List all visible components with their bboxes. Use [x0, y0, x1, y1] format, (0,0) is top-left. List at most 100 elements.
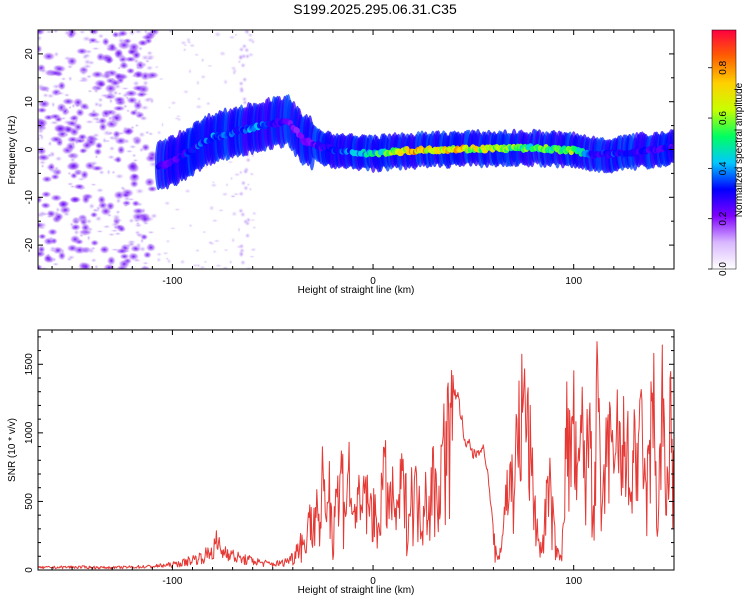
noise-blob	[94, 154, 99, 159]
noise-blob	[125, 161, 139, 172]
noise-blob	[53, 30, 59, 34]
noise-blob	[131, 84, 145, 92]
noise-blob	[38, 233, 47, 240]
noise-blob	[200, 74, 207, 80]
noise-blob	[38, 133, 44, 138]
noise-blob	[249, 172, 255, 177]
noise-blob	[117, 30, 129, 38]
noise-blob	[146, 50, 154, 56]
noise-blob	[251, 211, 257, 216]
noise-blob	[107, 232, 116, 237]
noise-blob	[170, 100, 177, 106]
noise-blob	[112, 224, 119, 230]
noise-blob	[48, 167, 55, 172]
noise-blob	[99, 93, 109, 98]
noise-blob	[232, 70, 237, 76]
noise-blob	[238, 169, 244, 176]
y-tick-label: 20	[24, 48, 35, 60]
noise-blob	[131, 153, 137, 158]
x-tick-label: 100	[565, 576, 582, 587]
noise-blob	[107, 92, 115, 98]
y-tick-label: 0	[24, 146, 35, 152]
noise-blob	[239, 259, 246, 266]
noise-blob	[124, 243, 133, 249]
snr-x-ticks: -100 0 100	[51, 330, 675, 587]
noise-blob	[238, 87, 245, 94]
noise-blob	[57, 250, 67, 261]
noise-blob	[243, 30, 250, 35]
noise-blob	[118, 259, 130, 269]
colorbar-gradient	[711, 29, 737, 270]
noise-blob	[95, 229, 104, 233]
x-tick-label: -100	[162, 276, 182, 287]
noise-blob	[133, 58, 140, 64]
noise-blob	[49, 135, 63, 144]
noise-blob	[106, 255, 116, 266]
noise-blob	[210, 182, 218, 188]
noise-blob	[234, 32, 238, 37]
noise-blob	[66, 56, 78, 67]
noise-blob	[134, 123, 140, 128]
noise-blob	[113, 231, 122, 236]
noise-blob	[97, 195, 107, 205]
noise-blob	[70, 223, 82, 231]
noise-blob	[94, 264, 99, 269]
noise-blob	[113, 83, 122, 90]
noise-blob	[182, 89, 190, 95]
noise-blob	[230, 65, 237, 71]
noise-blob	[244, 232, 251, 239]
noise-blob	[38, 250, 46, 258]
noise-blob	[132, 257, 142, 263]
noise-blob	[88, 30, 100, 36]
noise-blob	[158, 77, 165, 81]
noise-blob	[40, 163, 45, 169]
noise-blob	[213, 239, 221, 243]
noise-blob	[43, 253, 53, 263]
noise-blob	[132, 100, 144, 111]
noise-blob	[143, 30, 149, 35]
noise-blob	[113, 190, 126, 200]
noise-blob	[49, 245, 57, 252]
noise-blob	[56, 102, 67, 113]
noise-blob	[206, 64, 214, 68]
noise-blob	[191, 263, 199, 268]
noise-blob	[98, 169, 105, 175]
noise-blob	[81, 194, 91, 205]
noise-blob	[251, 225, 257, 230]
noise-blob	[115, 247, 129, 255]
noise-blob	[194, 248, 201, 253]
spectrogram-y-ticks: -20 -10 0 10 20	[24, 29, 674, 270]
noise-blob	[92, 132, 100, 138]
noise-blob	[132, 158, 139, 163]
noise-blob	[141, 61, 148, 68]
noise-blob	[193, 53, 200, 57]
noise-blob	[90, 108, 97, 115]
noise-blob	[38, 221, 45, 229]
spectrogram-x-ticks: -100 0 100	[51, 30, 675, 287]
noise-blob	[99, 245, 110, 255]
noise-blob	[214, 264, 223, 268]
noise-blob	[115, 209, 121, 215]
noise-blob	[78, 30, 86, 34]
noise-blob	[69, 234, 81, 244]
snr-series-line	[38, 341, 674, 570]
noise-blob	[53, 212, 64, 222]
noise-blob	[242, 218, 249, 225]
noise-blob	[147, 230, 155, 235]
y-tick-label: 0	[24, 567, 35, 573]
noise-blob	[207, 240, 214, 245]
noise-blob	[50, 194, 63, 202]
noise-blob	[238, 251, 245, 258]
noise-blob	[80, 69, 87, 76]
noise-blob	[123, 138, 130, 145]
noise-blob	[55, 91, 66, 96]
x-tick-label: 100	[565, 276, 582, 287]
noise-blob	[77, 133, 88, 141]
noise-blob	[167, 106, 172, 109]
noise-blob	[97, 33, 105, 39]
noise-blob	[67, 75, 73, 82]
noise-blob	[110, 110, 117, 117]
noise-blob	[81, 140, 93, 150]
noise-blob	[122, 125, 129, 132]
noise-blob	[71, 103, 76, 109]
